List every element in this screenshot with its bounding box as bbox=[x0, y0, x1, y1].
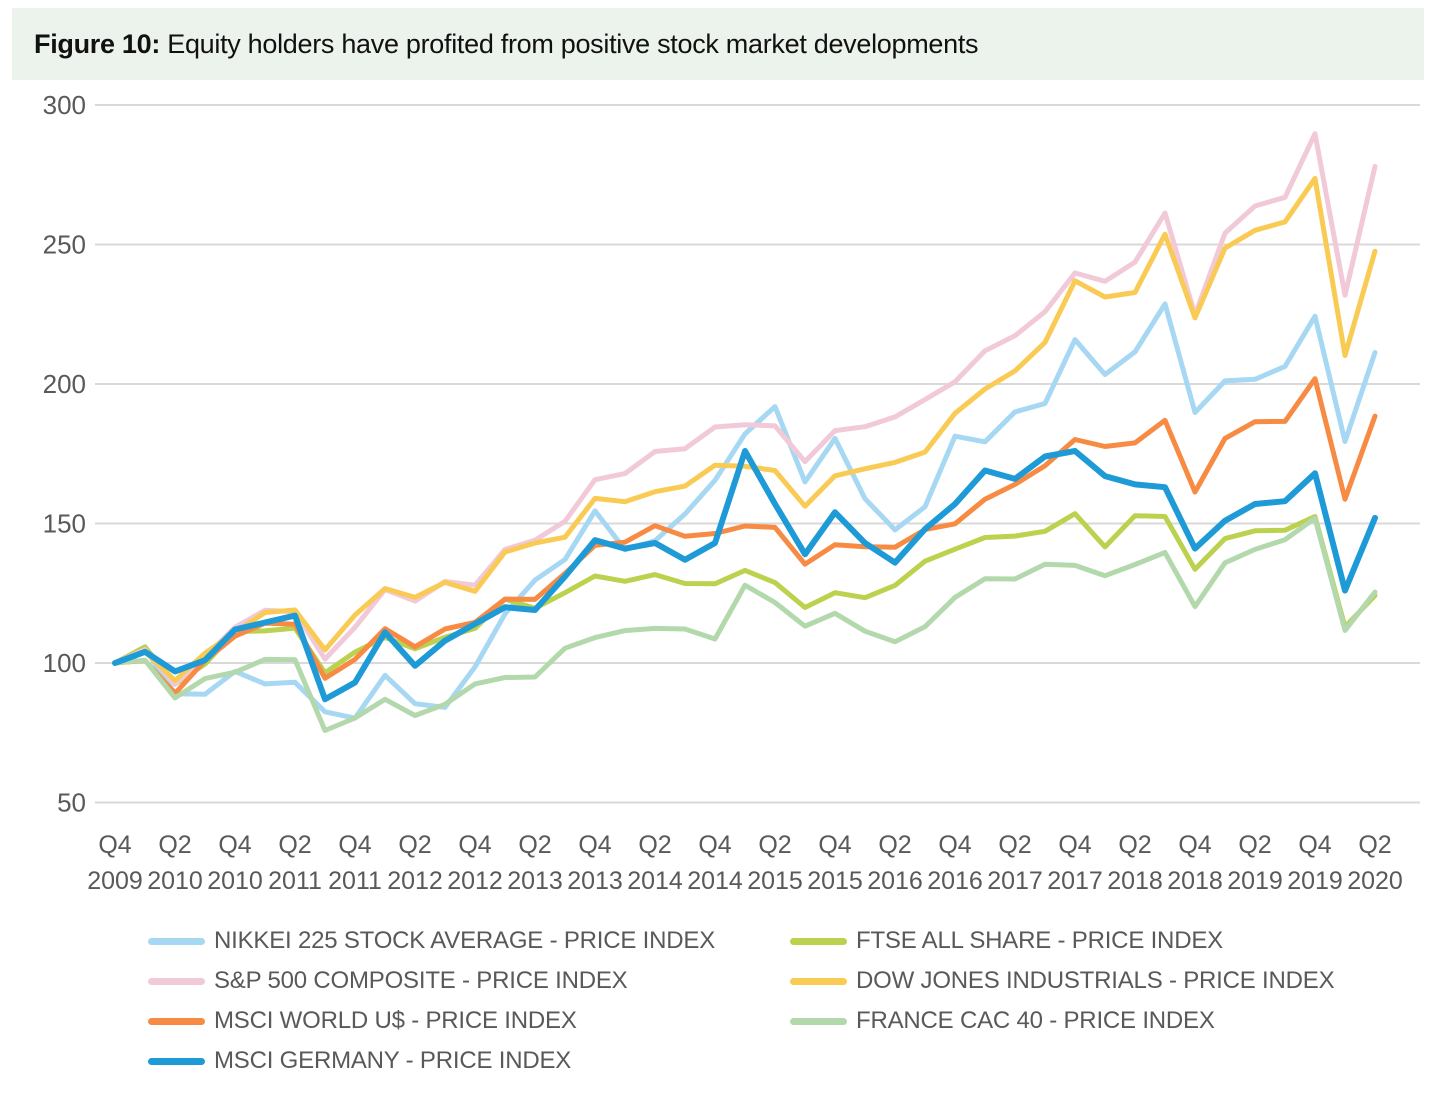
legend-column-right: FTSE ALL SHARE - PRICE INDEX DOW JONES IN… bbox=[790, 921, 1335, 1041]
x-tick-year-2014: 2014 bbox=[687, 867, 743, 895]
series-line-s-p-500-composite-price-index bbox=[112, 131, 1378, 687]
x-tick-year-2013: 2013 bbox=[567, 867, 623, 895]
y-tick-label-200: 200 bbox=[43, 369, 86, 399]
series-lines-group bbox=[112, 131, 1378, 733]
x-tick-quarter-2012-Q4: Q4 bbox=[458, 831, 491, 859]
legend-swatch-icon bbox=[148, 1057, 205, 1065]
x-tick-year-2016: 2016 bbox=[867, 867, 923, 895]
x-tick-year-2020: 2020 bbox=[1347, 867, 1403, 895]
x-tick-quarter-2015-Q2: Q2 bbox=[758, 831, 791, 859]
x-tick-year-2012: 2012 bbox=[387, 867, 443, 895]
x-tick-year-2019: 2019 bbox=[1227, 867, 1283, 895]
x-axis-labels: Q4 2009 Q2 2010 Q4 2010 Q2 2011 Q4 2011 Q2 2012 Q4 20… bbox=[87, 831, 1403, 895]
x-tick-year-2016: 2016 bbox=[927, 867, 983, 895]
stock-index-chart: 300 250 200 150 100 50 Q4 2009 Q2 2010 Q4 2010 Q2 20… bbox=[43, 90, 1420, 895]
legend-label: S&P 500 COMPOSITE - PRICE INDEX bbox=[214, 967, 628, 994]
x-tick-year-2013: 2013 bbox=[507, 867, 563, 895]
x-tick-year-2014: 2014 bbox=[627, 867, 683, 895]
x-tick-year-2018: 2018 bbox=[1107, 867, 1163, 895]
legend-label: MSCI WORLD U$ - PRICE INDEX bbox=[214, 1007, 577, 1034]
x-tick-quarter-2018-Q4: Q4 bbox=[1178, 831, 1211, 859]
x-tick-year-2011: 2011 bbox=[328, 867, 382, 895]
y-tick-label-150: 150 bbox=[43, 509, 86, 539]
legend-swatch-icon bbox=[148, 1017, 205, 1025]
x-tick-quarter-2013-Q2: Q2 bbox=[518, 831, 551, 859]
legend-item: DOW JONES INDUSTRIALS - PRICE INDEX bbox=[790, 961, 1335, 1001]
x-tick-quarter-2010-Q4: Q4 bbox=[218, 831, 251, 859]
x-tick-quarter-2016-Q2: Q2 bbox=[878, 831, 911, 859]
x-tick-quarter-2017-Q2: Q2 bbox=[998, 831, 1031, 859]
x-tick-quarter-2018-Q2: Q2 bbox=[1118, 831, 1151, 859]
series-line-msci-germany-price-index bbox=[112, 448, 1378, 703]
figure-title: Equity holders have profited from positi… bbox=[160, 28, 979, 59]
series-line-france-cac-40-price-index bbox=[112, 515, 1378, 733]
x-tick-year-2012: 2012 bbox=[447, 867, 503, 895]
legend-column-left: NIKKEI 225 STOCK AVERAGE - PRICE INDEX S&… bbox=[148, 921, 715, 1081]
series-line-ftse-all-share-price-index bbox=[112, 511, 1378, 687]
figure-title-bar: Figure 10: Equity holders have profited … bbox=[12, 8, 1424, 80]
y-tick-label-250: 250 bbox=[43, 230, 86, 260]
legend-swatch-icon bbox=[790, 937, 847, 945]
series-line-dow-jones-industrials-price-index bbox=[112, 175, 1378, 684]
chart-legend: NIKKEI 225 STOCK AVERAGE - PRICE INDEX S&… bbox=[0, 921, 1440, 1091]
y-tick-label-300: 300 bbox=[43, 90, 86, 120]
x-tick-quarter-2009-Q4: Q4 bbox=[98, 831, 131, 859]
legend-item: NIKKEI 225 STOCK AVERAGE - PRICE INDEX bbox=[148, 921, 715, 961]
legend-item: MSCI GERMANY - PRICE INDEX bbox=[148, 1041, 715, 1081]
legend-label: MSCI GERMANY - PRICE INDEX bbox=[214, 1047, 572, 1074]
x-tick-year-2015: 2015 bbox=[807, 867, 863, 895]
x-tick-year-2010: 2010 bbox=[147, 867, 203, 895]
y-axis-labels: 300 250 200 150 100 50 bbox=[43, 90, 86, 818]
legend-item: FTSE ALL SHARE - PRICE INDEX bbox=[790, 921, 1334, 961]
legend-item: S&P 500 COMPOSITE - PRICE INDEX bbox=[148, 961, 715, 1001]
legend-label: NIKKEI 225 STOCK AVERAGE - PRICE INDEX bbox=[214, 927, 716, 954]
x-tick-year-2018: 2018 bbox=[1167, 867, 1223, 895]
x-tick-quarter-2015-Q4: Q4 bbox=[818, 831, 851, 859]
x-tick-quarter-2019-Q2: Q2 bbox=[1238, 831, 1271, 859]
x-tick-quarter-2014-Q2: Q2 bbox=[638, 831, 671, 859]
x-tick-quarter-2017-Q4: Q4 bbox=[1058, 831, 1091, 859]
x-tick-quarter-2014-Q4: Q4 bbox=[698, 831, 731, 859]
legend-label: FRANCE CAC 40 - PRICE INDEX bbox=[856, 1007, 1215, 1034]
legend-swatch-icon bbox=[790, 1017, 847, 1025]
series-line-msci-world-u-price-index bbox=[112, 376, 1378, 696]
x-tick-year-2017: 2017 bbox=[987, 867, 1043, 895]
series-line-nikkei-225-stock-average-price-index bbox=[112, 301, 1378, 721]
x-tick-quarter-2011-Q2: Q2 bbox=[278, 831, 311, 859]
y-tick-label-50: 50 bbox=[57, 788, 86, 818]
x-tick-quarter-2011-Q4: Q4 bbox=[338, 831, 371, 859]
legend-item: MSCI WORLD U$ - PRICE INDEX bbox=[148, 1001, 715, 1041]
y-tick-label-100: 100 bbox=[43, 648, 86, 678]
x-tick-year-2011: 2011 bbox=[268, 867, 322, 895]
x-tick-quarter-2010-Q2: Q2 bbox=[158, 831, 191, 859]
legend-swatch-icon bbox=[148, 937, 205, 945]
legend-swatch-icon bbox=[148, 977, 205, 985]
legend-label: DOW JONES INDUSTRIALS - PRICE INDEX bbox=[856, 967, 1335, 994]
x-tick-year-2019: 2019 bbox=[1287, 867, 1343, 895]
figure-number: Figure 10: bbox=[34, 28, 161, 59]
legend-swatch-icon bbox=[790, 977, 847, 985]
legend-item: FRANCE CAC 40 - PRICE INDEX bbox=[790, 1001, 1334, 1041]
x-tick-year-2017: 2017 bbox=[1047, 867, 1103, 895]
x-tick-year-2015: 2015 bbox=[747, 867, 803, 895]
x-tick-year-2010: 2010 bbox=[207, 867, 263, 895]
legend-label: FTSE ALL SHARE - PRICE INDEX bbox=[856, 927, 1223, 954]
x-tick-year-2009: 2009 bbox=[87, 867, 143, 895]
x-tick-quarter-2019-Q4: Q4 bbox=[1298, 831, 1331, 859]
gridlines-group bbox=[95, 104, 1420, 804]
x-tick-quarter-2020-Q2: Q2 bbox=[1358, 831, 1391, 859]
x-tick-quarter-2012-Q2: Q2 bbox=[398, 831, 431, 859]
x-tick-quarter-2013-Q4: Q4 bbox=[578, 831, 611, 859]
x-tick-quarter-2016-Q4: Q4 bbox=[938, 831, 971, 859]
